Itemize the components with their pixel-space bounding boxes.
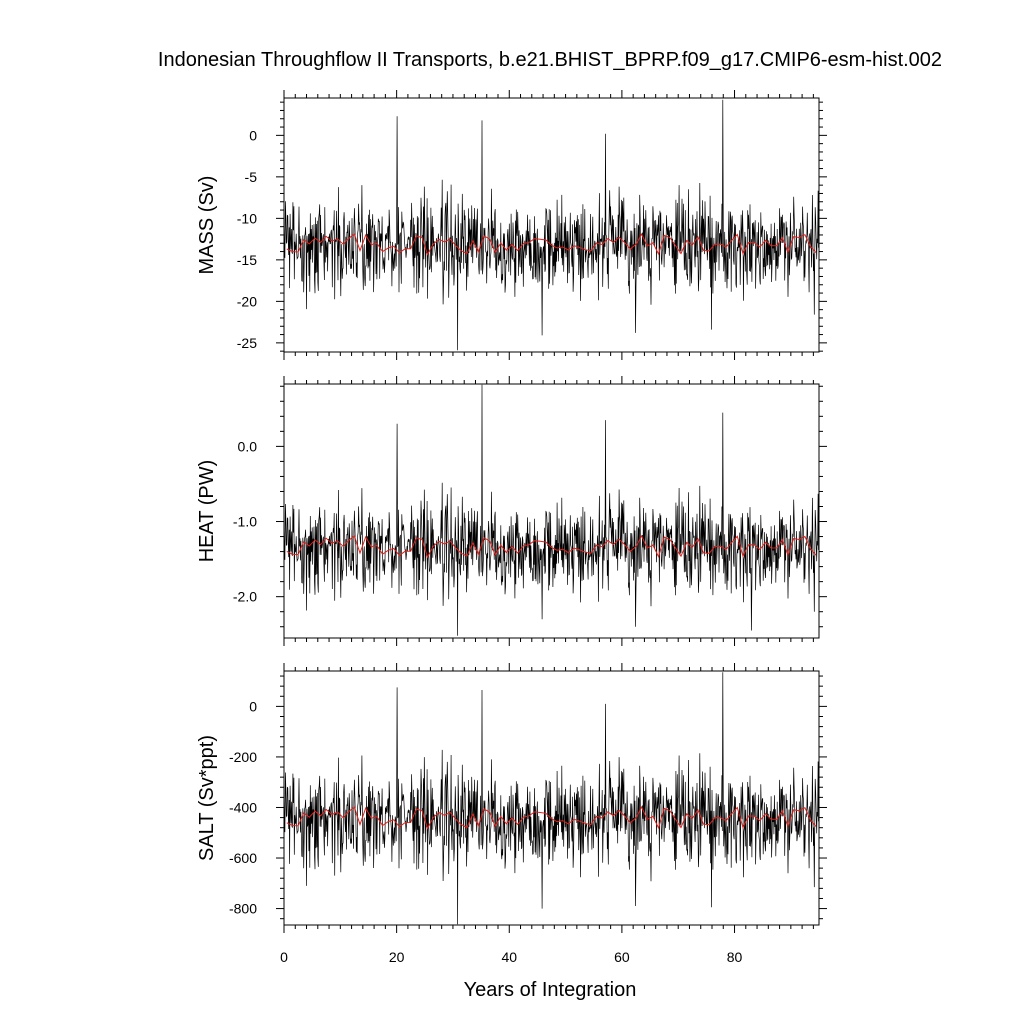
y-axis-title: HEAT (PW) bbox=[196, 460, 218, 563]
y-tick-label: 0 bbox=[249, 127, 257, 143]
panel-1: 0.0 -1.0 -2.0 HEAT (PW) bbox=[196, 376, 827, 646]
annual-mean-series-line bbox=[286, 805, 817, 830]
y-tick-label: -400 bbox=[229, 799, 257, 815]
y-tick-label: -600 bbox=[229, 850, 257, 866]
plot-frame bbox=[283, 383, 820, 639]
plot-frame bbox=[283, 97, 820, 353]
x-axis-title: Years of Integration bbox=[464, 979, 637, 1001]
y-tick-label: -10 bbox=[237, 210, 257, 226]
chart-title: Indonesian Throughflow II Transports, b.… bbox=[158, 49, 942, 71]
y-tick-label: -800 bbox=[229, 901, 257, 917]
monthly-series-line bbox=[283, 99, 819, 351]
y-tick-label: -200 bbox=[229, 749, 257, 765]
monthly-series-line bbox=[283, 672, 819, 925]
plot-frame bbox=[283, 670, 820, 926]
annual-mean-series-line bbox=[286, 534, 817, 559]
y-tick-label: -20 bbox=[237, 293, 257, 309]
y-tick-label: -15 bbox=[237, 252, 257, 268]
y-tick-label: -5 bbox=[245, 169, 258, 185]
panel-0: 0 -5 -10 -15 -20 -25 MASS (Sv) bbox=[196, 90, 827, 360]
panels-group: 0 -5 -10 -15 -20 -25 MASS (Sv) 0.0 -1.0 -2.0 HEAT … bbox=[196, 90, 827, 965]
y-tick-label: -1.0 bbox=[233, 514, 257, 530]
y-axis-title: MASS (Sv) bbox=[196, 176, 218, 275]
y-tick-label: -25 bbox=[237, 335, 257, 351]
y-tick-label: 0 bbox=[249, 698, 257, 714]
x-tick-label: 40 bbox=[501, 949, 517, 965]
monthly-series-line bbox=[283, 384, 819, 636]
y-tick-label: 0.0 bbox=[238, 438, 258, 454]
y-axis-title: SALT (Sv*ppt) bbox=[196, 735, 218, 861]
panel-2: 0 -200 -400 -600 -800 SALT (Sv*ppt) 0 20 40 60 80 bbox=[196, 663, 827, 965]
x-tick-label: 0 bbox=[280, 949, 288, 965]
x-tick-label: 60 bbox=[614, 949, 630, 965]
annual-mean-series-line bbox=[286, 233, 817, 256]
x-tick-label: 80 bbox=[727, 949, 743, 965]
y-tick-label: -2.0 bbox=[233, 589, 257, 605]
x-tick-label: 20 bbox=[389, 949, 405, 965]
